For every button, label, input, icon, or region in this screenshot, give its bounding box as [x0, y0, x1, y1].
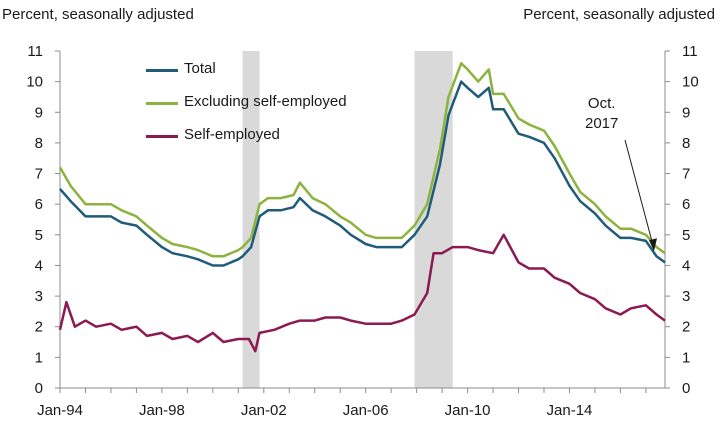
legend-swatch-self-employed	[146, 135, 178, 138]
annotation-label: Oct. 2017	[585, 94, 618, 134]
annotation-line-1: Oct.	[587, 95, 616, 112]
y-tick-label-right: 8	[682, 135, 690, 152]
legend-label-excluding-self-employed: Excluding self-employed	[184, 93, 347, 110]
y-tick-label-right: 6	[682, 196, 690, 213]
series-line-total	[59, 80, 666, 267]
series-lines	[58, 62, 666, 353]
annotation-arrow	[624, 139, 657, 252]
x-tick-label: Jan-02	[241, 402, 287, 419]
legend-label-total: Total	[184, 60, 216, 77]
y-tick-label-left: 6	[35, 196, 43, 213]
y-tick-label-right: 0	[682, 380, 690, 397]
x-tick-label: Jan-98	[139, 402, 185, 419]
y-tick-label-right: 3	[682, 288, 690, 305]
y-tick-label-left: 1	[35, 349, 43, 366]
x-tick-label: Jan-06	[343, 402, 389, 419]
y-axis-label-right: Percent, seasonally adjusted	[523, 6, 715, 23]
y-tick-label-left: 7	[35, 166, 43, 183]
y-tick-label-left: 8	[35, 135, 43, 152]
y-tick-label-right: 10	[682, 74, 699, 91]
legend-label-self-employed: Self-employed	[184, 126, 280, 143]
x-tick-label: Jan-14	[547, 402, 593, 419]
y-tick-label-left: 0	[35, 380, 43, 397]
y-tick-label-left: 10	[26, 74, 43, 91]
legend-swatch-excluding-self-employed	[146, 102, 178, 105]
annotation-arrow-line	[624, 139, 654, 246]
y-tick-label-right: 9	[682, 104, 690, 121]
y-tick-label-left: 11	[27, 43, 43, 60]
annotation-line-2: 2017	[585, 115, 619, 132]
y-tick-label-left: 5	[35, 227, 43, 244]
y-tick-label-left: 9	[35, 104, 43, 121]
y-axis-label-left: Percent, seasonally adjusted	[2, 6, 194, 23]
y-tick-label-right: 7	[682, 166, 690, 183]
y-tick-label-right: 2	[682, 319, 690, 336]
legend-swatch-total	[146, 69, 178, 72]
y-tick-label-right: 11	[682, 43, 698, 60]
y-tick-label-right: 4	[682, 257, 690, 274]
y-tick-label-right: 1	[682, 349, 690, 366]
x-tick-label: Jan-94	[37, 402, 83, 419]
y-tick-label-left: 4	[35, 257, 43, 274]
x-tick-label: Jan-10	[445, 402, 491, 419]
y-tick-label-left: 2	[35, 319, 43, 336]
y-tick-label-left: 3	[35, 288, 43, 305]
y-tick-label-right: 5	[682, 227, 690, 244]
series-line-self-employed	[58, 233, 666, 353]
series-line-excluding-self-employed	[58, 62, 666, 258]
annotation-arrow-head	[649, 238, 657, 252]
recession-band-1	[242, 51, 260, 388]
